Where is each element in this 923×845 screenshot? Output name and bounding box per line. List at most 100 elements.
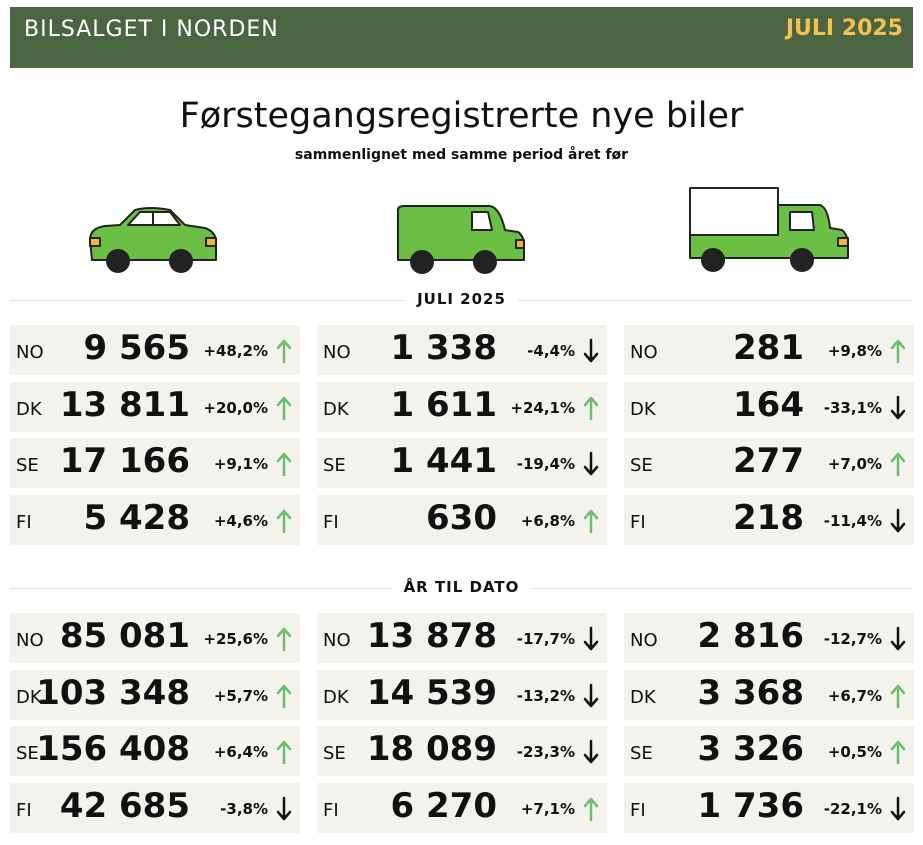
country: DK <box>323 686 349 708</box>
arrow-down <box>890 796 906 820</box>
count: 42 685 <box>59 785 190 826</box>
arrow-down <box>583 338 599 363</box>
count: 85 081 <box>59 616 190 656</box>
stat-row: SE 17 166 +9,1% <box>10 438 300 488</box>
country: DK <box>16 398 42 420</box>
arrow-up <box>583 509 599 533</box>
count: 103 348 <box>36 672 190 713</box>
count: 13 811 <box>59 384 190 425</box>
country: NO <box>630 630 658 651</box>
stat-row: SE 156 408 +6,4% <box>10 726 300 776</box>
change: +6,7% <box>827 686 882 705</box>
country: FI <box>323 799 339 821</box>
change: +48,2% <box>203 342 268 360</box>
section-label: JULI 2025 <box>405 290 518 308</box>
change: -13,2% <box>516 686 575 705</box>
count: 14 539 <box>366 672 497 713</box>
change: -3,8% <box>220 799 268 818</box>
arrow-up <box>890 452 906 477</box>
arrow-down <box>583 451 599 476</box>
stat-row: DK 164 -33,1% <box>624 381 914 432</box>
stat-row: DK 13 811 +20,0% <box>10 381 300 432</box>
country: SE <box>323 455 346 476</box>
count: 17 166 <box>59 441 190 481</box>
change: +0,5% <box>827 743 882 761</box>
count: 1 611 <box>390 384 497 425</box>
stat-row: FI 42 685 -3,8% <box>10 782 300 833</box>
count: 5 428 <box>83 497 190 538</box>
change: +20,0% <box>203 398 268 417</box>
country: SE <box>630 455 653 476</box>
country: NO <box>16 342 44 363</box>
arrow-up <box>276 740 292 765</box>
stat-row: DK 14 539 -13,2% <box>317 669 607 720</box>
section-label: ÅR TIL DATO <box>391 578 532 596</box>
country: FI <box>630 799 646 821</box>
arrow-down <box>583 739 599 764</box>
arrow-down <box>583 683 599 707</box>
country: FI <box>16 511 32 533</box>
country: SE <box>323 743 346 764</box>
stat-row: NO 2 816 -12,7% <box>624 613 914 663</box>
count: 218 <box>733 497 804 538</box>
change: -12,7% <box>823 630 882 648</box>
country: NO <box>323 630 351 651</box>
change: +4,6% <box>213 511 268 530</box>
change: +25,6% <box>203 630 268 648</box>
country: FI <box>630 511 646 533</box>
country: NO <box>16 630 44 651</box>
stat-row: NO 281 +9,8% <box>624 325 914 375</box>
stat-row: NO 1 338 -4,4% <box>317 325 607 375</box>
change: -33,1% <box>823 398 882 417</box>
title: Førstegangsregistrerte nye biler <box>179 96 744 136</box>
arrow-down <box>583 626 599 651</box>
country: NO <box>630 342 658 363</box>
arrow-up <box>276 627 292 652</box>
stat-row: DK 1 611 +24,1% <box>317 381 607 432</box>
change: -22,1% <box>823 799 882 818</box>
stat-row: DK 103 348 +5,7% <box>10 669 300 720</box>
arrow-up <box>890 684 906 708</box>
country: SE <box>16 743 39 764</box>
count: 3 368 <box>697 672 804 713</box>
arrow-down <box>890 395 906 419</box>
change: +6,4% <box>213 743 268 761</box>
stat-row: SE 18 089 -23,3% <box>317 726 607 776</box>
stat-row: FI 218 -11,4% <box>624 494 914 545</box>
change: +5,7% <box>213 686 268 705</box>
stat-row: FI 5 428 +4,6% <box>10 494 300 545</box>
count: 2 816 <box>697 616 804 656</box>
count: 1 338 <box>390 328 497 368</box>
change: -11,4% <box>823 511 882 530</box>
arrow-down <box>890 626 906 651</box>
country: NO <box>323 342 351 363</box>
change: +7,0% <box>827 455 882 473</box>
arrow-down <box>276 796 292 820</box>
arrow-up <box>583 797 599 821</box>
count: 281 <box>733 328 804 368</box>
count: 1 441 <box>390 441 497 481</box>
country: DK <box>16 686 42 708</box>
count: 164 <box>733 384 804 425</box>
change: +7,1% <box>520 799 575 818</box>
change: +9,1% <box>213 455 268 473</box>
change: +6,8% <box>520 511 575 530</box>
header-bar <box>10 7 913 68</box>
count: 1 736 <box>697 785 804 826</box>
stat-row: SE 1 441 -19,4% <box>317 438 607 488</box>
stat-row: NO 13 878 -17,7% <box>317 613 607 663</box>
arrow-down <box>890 508 906 532</box>
count: 6 270 <box>390 785 497 826</box>
subtitle: sammenlignet med samme period året før <box>294 147 629 163</box>
change: +24,1% <box>510 398 575 417</box>
section-label-wrap: JULI 2025 <box>0 290 923 308</box>
country: DK <box>323 398 349 420</box>
arrow-up <box>276 396 292 420</box>
section-label-wrap: ÅR TIL DATO <box>0 578 923 596</box>
change: -23,3% <box>516 743 575 761</box>
stat-row: NO 85 081 +25,6% <box>10 613 300 663</box>
change: -4,4% <box>527 342 575 360</box>
arrow-up <box>890 339 906 364</box>
arrow-up <box>276 339 292 364</box>
stat-row: SE 277 +7,0% <box>624 438 914 488</box>
